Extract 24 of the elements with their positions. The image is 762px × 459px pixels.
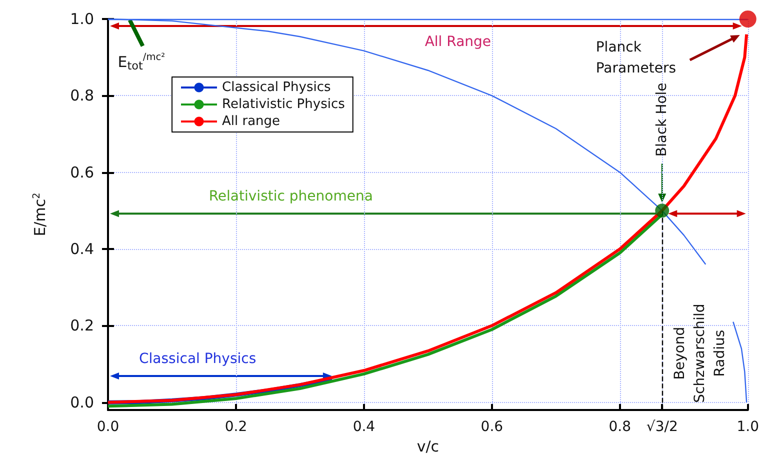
x-tick-label: 1.0: [736, 419, 759, 435]
legend-label: Relativistic Physics: [222, 97, 346, 112]
annotation: Beyond Schzwarschild Radius: [672, 304, 728, 403]
legend-label: Classical Physics: [222, 80, 331, 95]
annotation: Black Hole: [654, 82, 670, 157]
x-tick-label: 0.8: [608, 419, 632, 435]
x-tick-label: √3/2: [646, 419, 678, 435]
annotation: Classical Physics: [139, 350, 256, 367]
legend-label: All range: [222, 114, 280, 129]
annotation: Planck Parameters: [596, 40, 676, 76]
y-tick-label: 0.0: [70, 393, 94, 412]
annotation: All Range: [424, 34, 492, 50]
y-axis-title: E/mc2: [31, 192, 49, 236]
y-tick-label: 0.8: [70, 86, 94, 105]
annotation: Relativistic phenomena: [208, 188, 373, 205]
x-tick-label: 0.2: [224, 419, 248, 435]
x-axis-title: v/c: [416, 437, 440, 456]
x-tick-label: 0.4: [352, 419, 376, 435]
y-tick-label: 0.6: [70, 163, 94, 182]
y-tick-label: 1.0: [70, 10, 94, 28]
x-tick-label: 0.0: [96, 419, 120, 435]
x-tick-label: 0.6: [480, 419, 504, 435]
y-tick-label: 0.4: [70, 240, 94, 258]
y-tick-label: 0.2: [70, 316, 94, 335]
